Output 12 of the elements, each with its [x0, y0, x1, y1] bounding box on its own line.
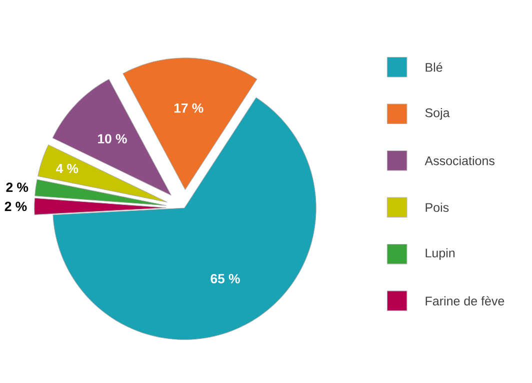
data-label: 4 % — [56, 164, 78, 174]
legend-label: Farine de fève — [426, 296, 504, 306]
data-label: 2 % — [4, 202, 27, 212]
legend-label: Lupin — [426, 248, 455, 260]
data-label: 2 % — [6, 182, 28, 192]
legend-label: Pois — [426, 202, 449, 212]
data-label: 65 % — [210, 274, 240, 284]
legend-label: Associations — [424, 156, 494, 166]
legend-label: Soja — [425, 108, 450, 120]
legend-label: Blé — [426, 62, 442, 72]
data-label: 10 % — [98, 134, 127, 144]
data-label: 17 % — [174, 103, 204, 113]
